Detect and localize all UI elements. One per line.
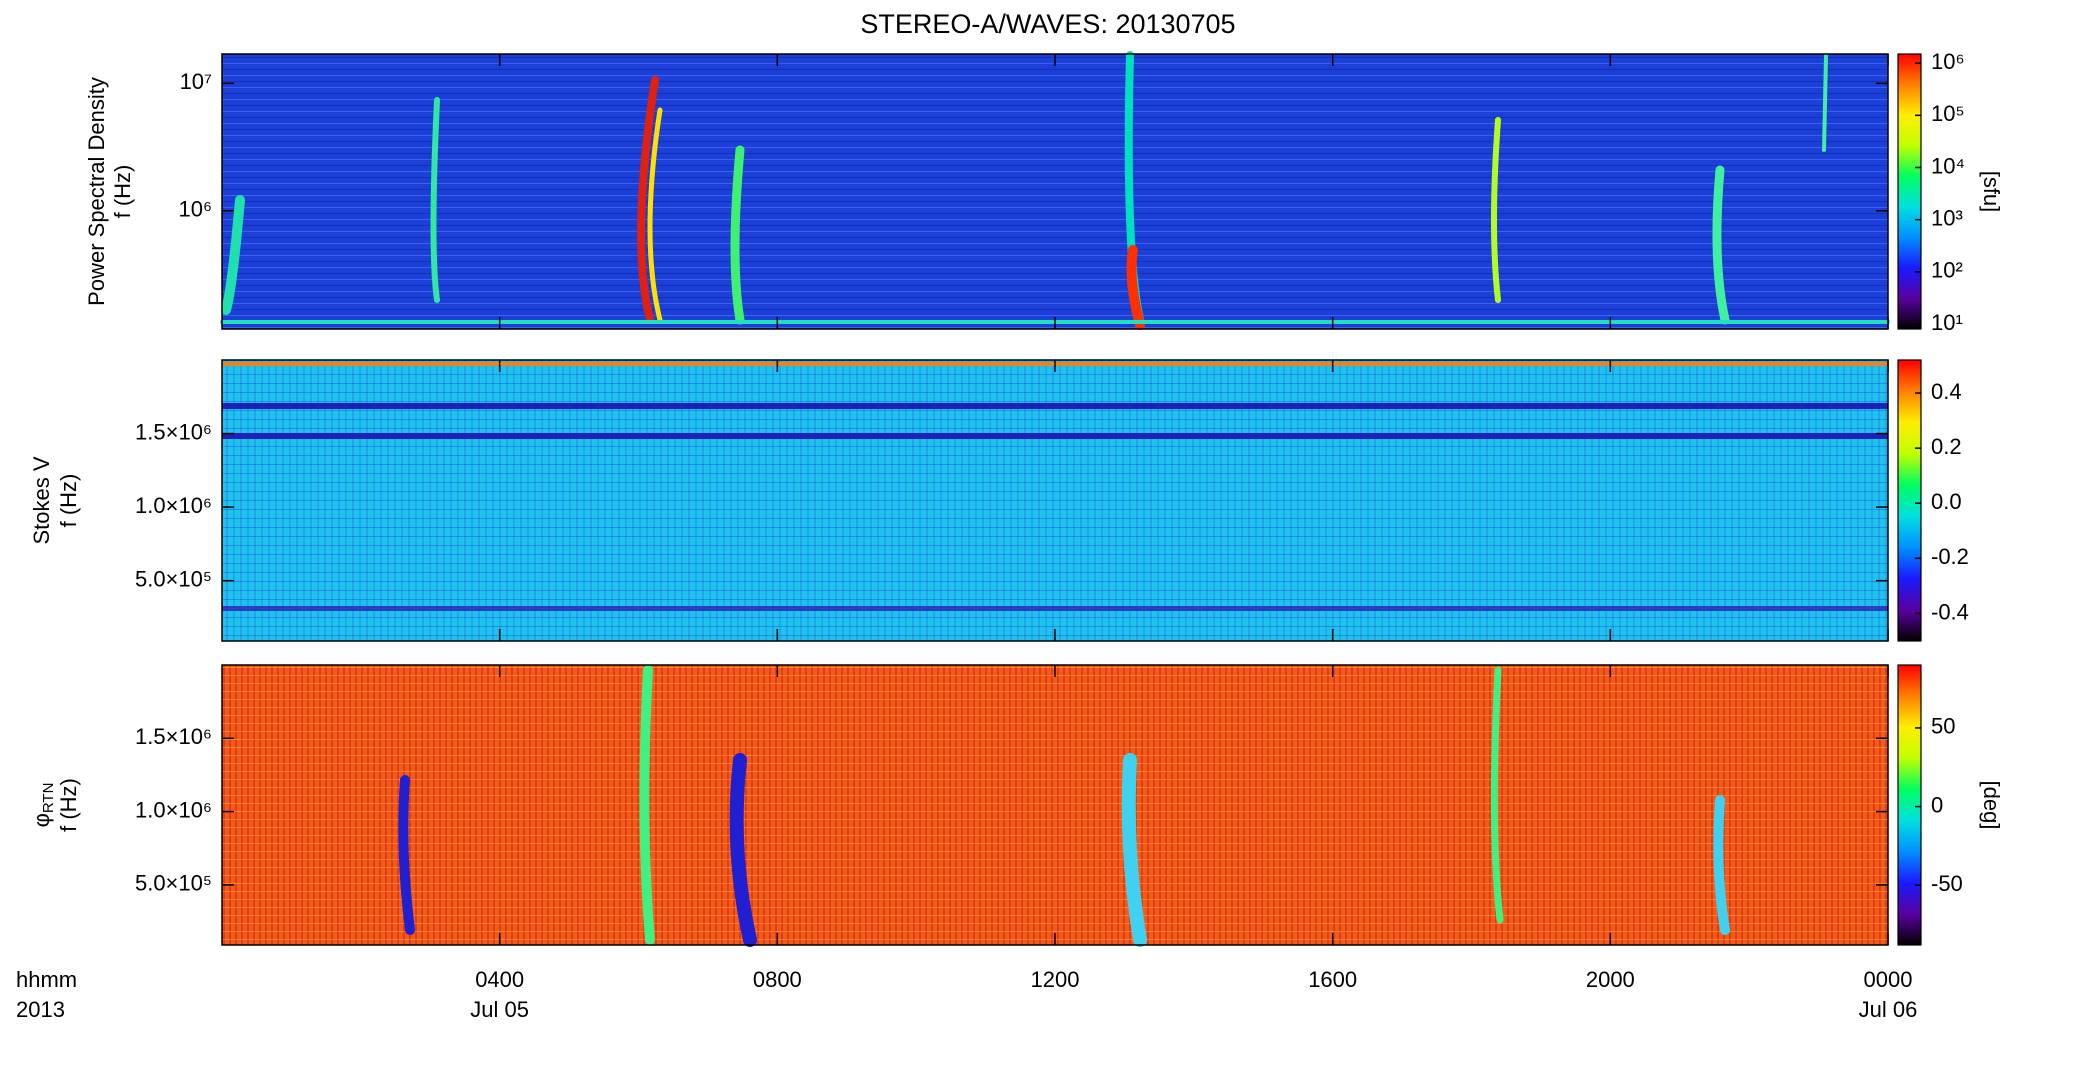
y-tick-label: 1.0×10⁶	[135, 493, 212, 518]
colorbar-tick-label: 10¹	[1931, 310, 1963, 335]
colorbar-tick-label: 0.4	[1931, 379, 1962, 404]
y-axis-label-text: φ	[29, 813, 54, 827]
colorbar-tick-label: 0	[1931, 792, 1943, 817]
y-tick-label: 1.5×10⁶	[135, 724, 212, 749]
y-axis-label: Power Spectral Density	[84, 77, 109, 306]
colorbar-tick-label: 10⁴	[1931, 153, 1965, 178]
y-axis-label: f (Hz)	[56, 474, 81, 528]
spectrogram	[222, 54, 1888, 329]
y-axis-label: f (Hz)	[110, 165, 135, 219]
y-axis-label-text: f (Hz)	[56, 474, 81, 528]
x-tick-label: 1600	[1308, 967, 1357, 992]
colorbar-tick-label: 0.2	[1931, 434, 1962, 459]
colorbar-tick-label: -0.2	[1931, 544, 1969, 569]
colorbar-tick-label: 10²	[1931, 258, 1963, 283]
colorbar	[1897, 359, 1922, 642]
y-tick-label: 10⁷	[180, 69, 212, 94]
y-axis-label: f (Hz)	[56, 778, 81, 832]
colorbar-tick-label: -50	[1931, 871, 1963, 896]
y-axis-label-sub: RTN	[40, 783, 57, 814]
colorbar-label: [sfu]	[1979, 171, 2004, 213]
y-axis-label-text: f (Hz)	[56, 778, 81, 832]
colorbar	[1897, 53, 1922, 330]
x-tick-label: 2000	[1586, 967, 1635, 992]
y-tick-label: 1.5×10⁶	[135, 419, 212, 444]
y-axis-label-text: f (Hz)	[110, 165, 135, 219]
colorbar-tick-label: 10⁵	[1931, 101, 1965, 126]
x-tick-label: 0000	[1864, 967, 1913, 992]
x-date-label: Jul 05	[470, 997, 529, 1022]
y-tick-label: 5.0×10⁵	[135, 566, 212, 591]
y-tick-label: 1.0×10⁶	[135, 797, 212, 822]
y-axis-label: Stokes V	[29, 456, 54, 544]
colorbar-tick-label: 10⁶	[1931, 49, 1965, 74]
colorbar	[1897, 664, 1922, 946]
colorbar-label: [deg]	[1979, 781, 2004, 830]
colorbar-tick-label: 0.0	[1931, 489, 1962, 514]
x-axis-label: 2013	[16, 997, 65, 1022]
bands	[398, 665, 1730, 947]
x-axis-label: hhmm	[16, 967, 77, 992]
x-date-label: Jul 06	[1859, 997, 1918, 1022]
y-axis-label: φRTN	[29, 783, 57, 828]
x-tick-label: 1200	[1031, 967, 1080, 992]
y-axis-label-text: Power Spectral Density	[84, 77, 109, 306]
x-tick-label: 0800	[753, 967, 802, 992]
colorbar-tick-label: 10³	[1931, 205, 1963, 230]
spectrogram	[222, 665, 1888, 945]
x-tick-label: 0400	[475, 967, 524, 992]
colorbar-tick-label: -0.4	[1931, 599, 1969, 624]
spectrogram	[222, 360, 1888, 641]
y-tick-label: 5.0×10⁵	[135, 871, 212, 896]
y-tick-label: 10⁶	[178, 197, 212, 222]
y-axis-label-text: Stokes V	[29, 456, 54, 544]
colorbar-tick-label: 50	[1931, 714, 1955, 739]
chart-title: STEREO-A/WAVES: 20130705	[860, 9, 1235, 39]
